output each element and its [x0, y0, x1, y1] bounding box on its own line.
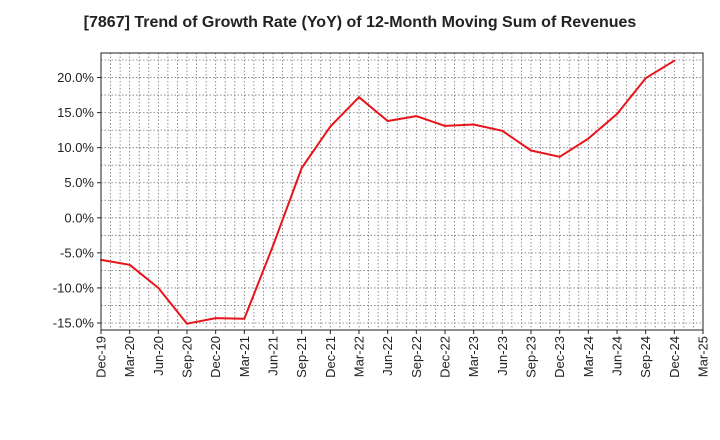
data-point: [157, 286, 160, 289]
x-tick-label: Jun-24: [610, 336, 625, 376]
data-point: [415, 115, 418, 118]
data-point: [128, 263, 131, 266]
x-tick-label: Dec-19: [94, 336, 109, 378]
plot-frame: [100, 52, 704, 331]
horizontal-gridlines: [101, 59, 703, 324]
data-point: [214, 317, 217, 320]
x-tick-label: Dec-21: [323, 336, 338, 378]
x-tick-label: Sep-20: [180, 336, 195, 378]
data-point: [644, 77, 647, 80]
data-point: [587, 137, 590, 140]
x-tick-label: Dec-24: [667, 336, 682, 378]
x-tick-label: Sep-23: [524, 336, 539, 378]
vertical-gridlines: [110, 53, 694, 330]
data-point: [329, 125, 332, 128]
x-axis-ticks: Dec-19 Mar-20 Jun-20 Sep-20 Dec-20 Mar-21 Jun-…: [94, 330, 711, 378]
data-point: [558, 155, 561, 158]
x-tick-label: Jun-21: [266, 336, 281, 376]
x-tick-label: Jun-22: [380, 336, 395, 376]
x-tick-label: Jun-23: [495, 336, 510, 376]
data-point: [300, 167, 303, 169]
data-point: [501, 129, 504, 132]
x-tick-label: Mar-25: [696, 336, 711, 377]
data-point: [272, 244, 274, 247]
x-tick-label: Mar-22: [352, 336, 367, 377]
x-tick-label: Sep-22: [409, 336, 424, 378]
y-tick-label: 20.0%: [57, 70, 94, 85]
y-tick-label: -10.0%: [53, 280, 95, 295]
series-group: [100, 59, 676, 325]
x-tick-label: Mar-21: [237, 336, 252, 377]
x-tick-label: Mar-20: [122, 336, 137, 377]
y-tick-label: 0.0%: [64, 210, 94, 225]
data-point: [673, 59, 676, 62]
plot-area: [101, 53, 703, 330]
y-tick-label: -15.0%: [53, 315, 95, 330]
data-point: [530, 149, 532, 152]
chart-title: [7867] Trend of Growth Rate (YoY) of 12-…: [83, 14, 637, 31]
x-tick-label: Sep-21: [294, 336, 309, 378]
data-point: [243, 317, 246, 320]
x-tick-label: Dec-22: [438, 336, 453, 378]
data-point: [616, 113, 618, 115]
data-point: [358, 96, 360, 99]
data-point: [386, 120, 389, 122]
x-tick-label: Sep-24: [638, 336, 653, 378]
x-tick-label: Mar-24: [581, 336, 596, 377]
data-point: [472, 123, 475, 126]
x-tick-label: Jun-20: [151, 336, 166, 376]
y-tick-label: -5.0%: [60, 245, 94, 260]
y-tick-label: 15.0%: [57, 105, 94, 120]
y-tick-label: 10.0%: [57, 140, 94, 155]
data-point: [444, 124, 446, 127]
y-axis-ticks: -15.0% -10.0% -5.0% 0.0% 5.0% 10.0% 15.0% 20.0%: [53, 70, 101, 330]
data-point: [186, 322, 188, 325]
x-tick-label: Dec-20: [208, 336, 223, 378]
x-tick-label: Dec-23: [552, 336, 567, 378]
x-tick-label: Mar-23: [466, 336, 481, 377]
y-tick-label: 5.0%: [64, 175, 94, 190]
